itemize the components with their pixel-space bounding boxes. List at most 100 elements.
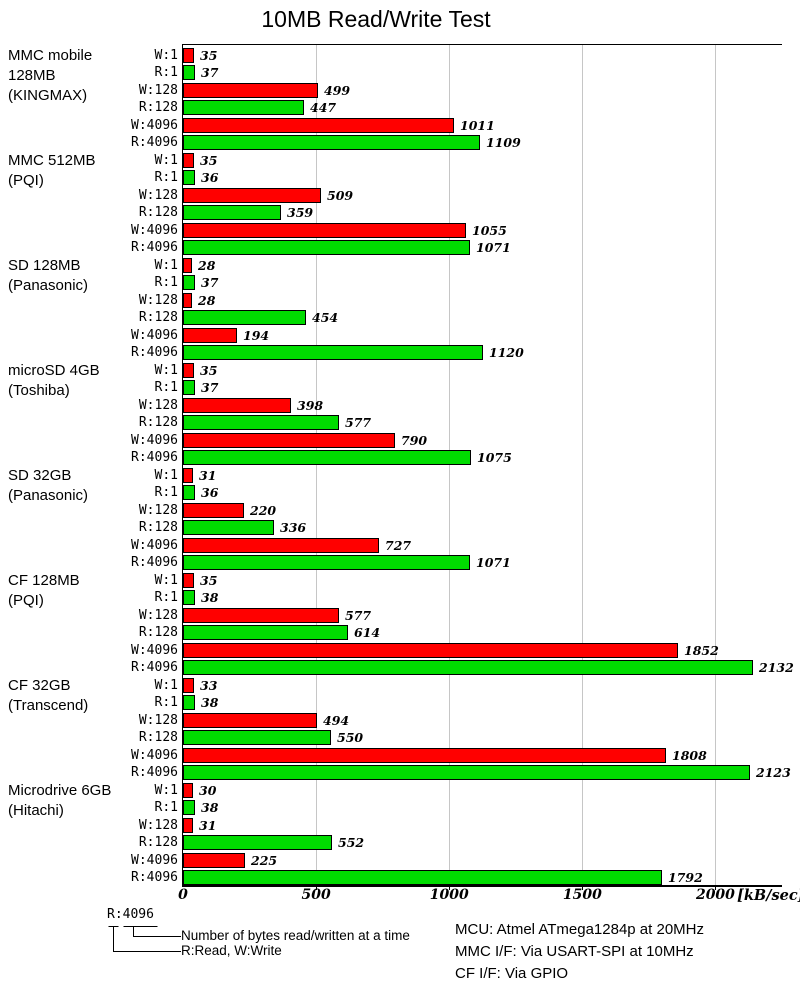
write-bar [183, 433, 395, 448]
bar-value-label: 454 [312, 310, 339, 325]
bar-value-label: 35 [200, 363, 218, 378]
bar-value-label: 35 [200, 48, 218, 63]
bar-value-label: 1109 [486, 135, 521, 150]
bar-value-label: 37 [201, 65, 219, 80]
write-bar [183, 363, 194, 378]
bar-value-label: 1071 [476, 555, 511, 570]
bar-value-label: 28 [198, 258, 216, 273]
row-label: R:1 [154, 65, 178, 80]
write-bar [183, 188, 321, 203]
gridline [315, 45, 317, 885]
read-bar [183, 555, 470, 570]
hardware-info-block: MCU: Atmel ATmega1284p at 20MHz MMC I/F:… [455, 919, 704, 985]
read-bar [183, 660, 753, 675]
row-label: R:128 [138, 310, 178, 325]
read-bar [183, 345, 483, 360]
bar-value-label: 359 [287, 205, 314, 220]
row-label: W:128 [138, 713, 178, 728]
x-tick-label: 0 [178, 887, 188, 903]
group-label: CF 32GB (Transcend) [8, 677, 89, 714]
legend-sample-text: R:4096 [107, 907, 154, 922]
group-label: Microdrive 6GB (Hitachi) [8, 782, 112, 819]
write-bar [183, 503, 244, 518]
bar-value-label: 194 [243, 328, 270, 343]
write-bar [183, 328, 237, 343]
group-label: MMC mobile 128MB (KINGMAX) [8, 47, 93, 104]
row-label: W:1 [154, 153, 178, 168]
bar-value-label: 1808 [672, 748, 707, 763]
read-bar [183, 275, 195, 290]
row-label: R:4096 [131, 660, 178, 675]
row-label: R:128 [138, 205, 178, 220]
bar-value-label: 398 [297, 398, 324, 413]
bar-value-label: 577 [345, 415, 372, 430]
x-tick-label: 1500 [562, 887, 602, 903]
read-bar [183, 835, 332, 850]
group-label: MMC 512MB (PQI) [8, 152, 96, 189]
bar-value-label: 220 [250, 503, 277, 518]
x-tick-label: 500 [301, 887, 331, 903]
write-bar [183, 468, 193, 483]
row-label: W:128 [138, 398, 178, 413]
plot-area [182, 44, 782, 887]
row-label: W:1 [154, 468, 178, 483]
legend-read-write-note: R:Read, W:Write [181, 943, 282, 958]
group-label: microSD 4GB (Toshiba) [8, 362, 100, 399]
info-line-mcu: MCU: Atmel ATmega1284p at 20MHz [455, 921, 704, 938]
group-label: SD 32GB (Panasonic) [8, 467, 89, 504]
bar-value-label: 447 [310, 100, 337, 115]
read-bar [183, 485, 195, 500]
read-bar [183, 765, 750, 780]
bar-value-label: 37 [201, 380, 219, 395]
row-label: W:128 [138, 188, 178, 203]
row-label: R:4096 [131, 135, 178, 150]
row-label: W:1 [154, 48, 178, 63]
row-label: W:4096 [131, 643, 178, 658]
write-bar [183, 643, 678, 658]
x-tick-label: 2000 [695, 887, 735, 903]
bar-value-label: 499 [324, 83, 351, 98]
row-label: R:128 [138, 520, 178, 535]
x-axis-tick [316, 886, 318, 890]
row-label: R:4096 [131, 555, 178, 570]
chart-title: 10MB Read/Write Test [261, 6, 491, 32]
row-label: W:1 [154, 573, 178, 588]
x-axis-tick [582, 886, 584, 890]
bar-value-label: 552 [338, 835, 365, 850]
row-label: R:128 [138, 415, 178, 430]
gridline [581, 45, 583, 885]
bar-value-label: 1071 [476, 240, 511, 255]
bar-value-label: 2123 [756, 765, 791, 780]
bar-value-label: 31 [199, 818, 217, 833]
bar-value-label: 790 [401, 433, 428, 448]
row-label: R:1 [154, 590, 178, 605]
row-label: W:128 [138, 818, 178, 833]
bar-value-label: 1075 [477, 450, 512, 465]
row-label: W:4096 [131, 748, 178, 763]
write-bar [183, 748, 666, 763]
write-bar [183, 678, 194, 693]
row-label: W:4096 [131, 538, 178, 553]
read-bar [183, 450, 471, 465]
bar-value-label: 1055 [472, 223, 507, 238]
write-bar [183, 853, 245, 868]
bar-value-label: 2132 [759, 660, 794, 675]
bar-value-label: 31 [199, 468, 217, 483]
write-bar [183, 818, 193, 833]
write-bar [183, 153, 194, 168]
row-label: W:1 [154, 363, 178, 378]
read-bar [183, 310, 306, 325]
bar-value-label: 28 [198, 293, 216, 308]
row-label: W:1 [154, 678, 178, 693]
bar-value-label: 1011 [460, 118, 495, 133]
bar-value-label: 336 [280, 520, 307, 535]
row-label: W:4096 [131, 433, 178, 448]
read-bar [183, 380, 195, 395]
read-bar [183, 100, 304, 115]
legend-callout-lines-icon [108, 926, 181, 952]
info-line-cf-if: CF I/F: Via GPIO [455, 965, 569, 982]
row-label: W:1 [154, 783, 178, 798]
group-label: SD 128MB (Panasonic) [8, 257, 89, 294]
row-label: W:1 [154, 258, 178, 273]
read-bar [183, 590, 195, 605]
